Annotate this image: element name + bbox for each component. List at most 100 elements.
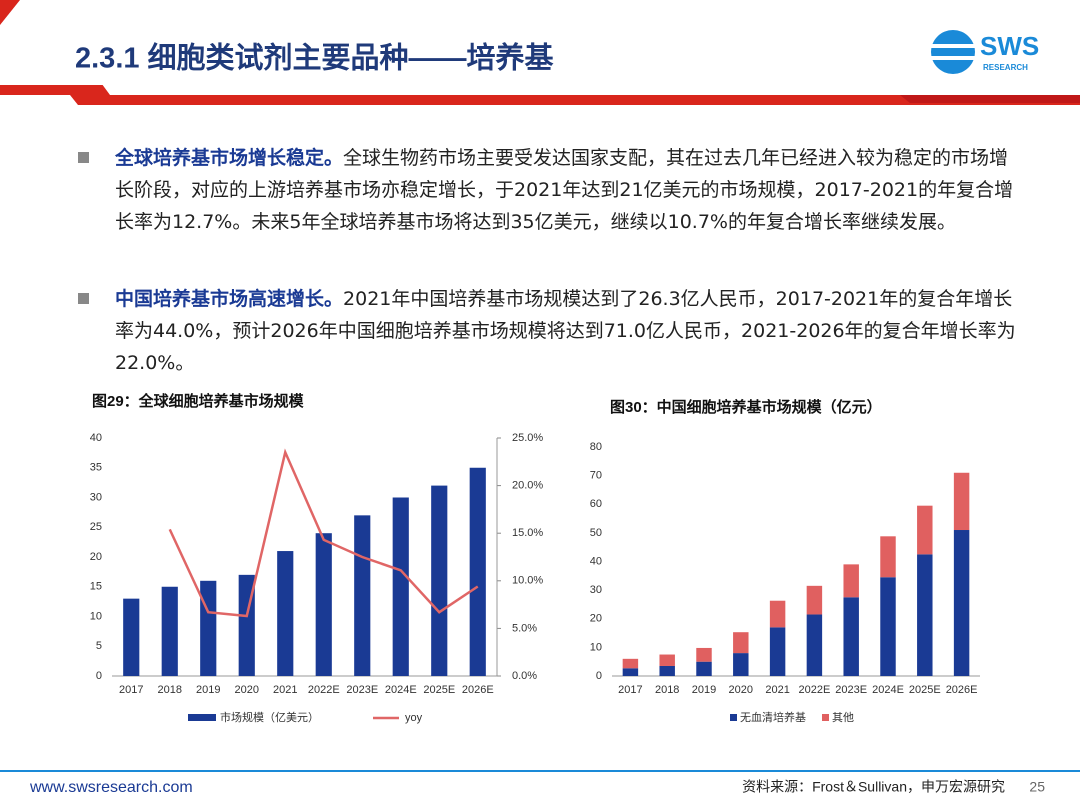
bar (200, 580, 217, 676)
legend-swatch (730, 714, 737, 721)
bar (161, 586, 178, 676)
header-shape (0, 0, 125, 85)
header-band (70, 95, 1080, 105)
x-tick-label: 2020 (235, 684, 259, 696)
footer-url: www.swsresearch.com (29, 779, 193, 796)
bullet: 全球培养基市场增长稳定。全球生物药市场主要受发达国家支配，其在过去几年已经进入较… (115, 142, 1025, 238)
logo: SWS (980, 31, 1039, 61)
y-tick-label: 10 (90, 610, 102, 622)
bar (622, 668, 639, 676)
y2-tick-label: 20.0% (512, 480, 543, 492)
x-tick-label: 2023E (835, 684, 867, 696)
bar (733, 653, 749, 676)
bar (659, 654, 675, 666)
y-tick-label: 40 (90, 432, 102, 444)
bar (917, 554, 933, 676)
y-tick-label: 80 (590, 441, 602, 453)
logo-icon (931, 30, 975, 74)
x-tick-label: 2023E (346, 684, 378, 696)
logo-sub: RESEARCH (983, 63, 1028, 72)
bar (806, 585, 823, 615)
x-tick-label: 2020 (729, 684, 753, 696)
bullet-lead: 中国培养基市场高速增长。 (115, 288, 344, 310)
y-tick-label: 20 (90, 551, 102, 563)
bar (953, 530, 970, 676)
bar (469, 467, 486, 676)
legend-swatch (188, 714, 216, 721)
bar (843, 564, 859, 598)
bar (696, 647, 712, 662)
bullet: 中国培养基市场高速增长。2021年中国培养基市场规模达到了26.3亿人民币，20… (115, 283, 1025, 379)
chart-title: 图30：中国细胞培养基市场规模（亿元） (610, 398, 882, 416)
x-tick-label: 2026E (946, 684, 978, 696)
bar (392, 497, 409, 676)
x-tick-label: 2018 (655, 684, 679, 696)
y-tick-label: 50 (590, 527, 602, 539)
bullet-text: 全球生物药市场主要受发达国家支配，其在过去几年已经进入较为稳定的市场增长阶段，对… (115, 147, 1014, 233)
bar (696, 661, 712, 676)
y-tick-label: 35 (90, 462, 102, 474)
page-number: 25 (1029, 779, 1045, 795)
line (168, 448, 479, 618)
bullet-icon (78, 293, 89, 304)
y-tick-label: 0 (596, 670, 602, 682)
bar (733, 632, 749, 654)
x-tick-label: 2019 (692, 684, 716, 696)
x-tick-label: 2022E (308, 684, 340, 696)
y-tick-label: 10 (590, 641, 602, 653)
y-tick-label: 15 (90, 581, 102, 593)
bullet-lead: 全球培养基市场增长稳定。 (115, 147, 344, 169)
y2-tick-label: 25.0% (512, 432, 543, 444)
legend-label: 其他 (832, 711, 854, 724)
y-tick-label: 0 (96, 670, 102, 682)
y2-tick-label: 15.0% (512, 527, 543, 539)
x-tick-label: 2018 (158, 684, 182, 696)
bar (769, 627, 786, 676)
bullet-text: 2021年中国培养基市场规模达到了26.3亿人民币，2017-2021年的复合年… (115, 288, 1016, 374)
x-tick-label: 2017 (119, 684, 143, 696)
footer-source: 资料来源：Frost＆Sullivan，申万宏源研究 (742, 779, 1005, 795)
bar (277, 551, 294, 676)
bar (880, 577, 896, 676)
x-tick-label: 2021 (765, 684, 789, 696)
x-tick-label: 2025E (423, 684, 455, 696)
x-tick-label: 2022E (798, 684, 830, 696)
bar (880, 536, 896, 578)
y-tick-label: 60 (590, 498, 602, 510)
bar (953, 472, 970, 531)
bar (431, 485, 448, 676)
bar (917, 505, 933, 555)
x-tick-label: 2021 (273, 684, 297, 696)
legend-label: yoy (405, 712, 423, 724)
y-tick-label: 30 (90, 491, 102, 503)
legend-swatch (822, 714, 829, 721)
bar (354, 515, 371, 676)
bar (315, 533, 332, 676)
y-tick-label: 40 (590, 555, 602, 567)
y-tick-label: 25 (90, 521, 102, 533)
legend-label: 无血清培养基 (740, 710, 806, 724)
bar (769, 600, 786, 628)
x-tick-label: 2026E (462, 684, 494, 696)
x-tick-label: 2024E (872, 684, 904, 696)
legend-label: 市场规模（亿美元） (220, 710, 319, 724)
x-tick-label: 2019 (196, 684, 220, 696)
y-tick-label: 70 (590, 470, 602, 482)
x-tick-label: 2025E (909, 684, 941, 696)
y2-tick-label: 10.0% (512, 575, 543, 587)
bar (806, 614, 823, 676)
bar (123, 598, 140, 676)
y2-tick-label: 0.0% (512, 670, 537, 682)
bar (843, 597, 859, 676)
page-title: 2.3.1 细胞类试剂主要品种——培养基 (75, 41, 555, 75)
header-band (900, 95, 1080, 103)
bar (659, 665, 675, 676)
bar (622, 658, 639, 669)
chart-title: 图29：全球细胞培养基市场规模 (92, 392, 305, 410)
bullet-icon (78, 152, 89, 163)
x-tick-label: 2017 (618, 684, 642, 696)
y-tick-label: 30 (590, 584, 602, 596)
y-tick-label: 20 (590, 613, 602, 625)
